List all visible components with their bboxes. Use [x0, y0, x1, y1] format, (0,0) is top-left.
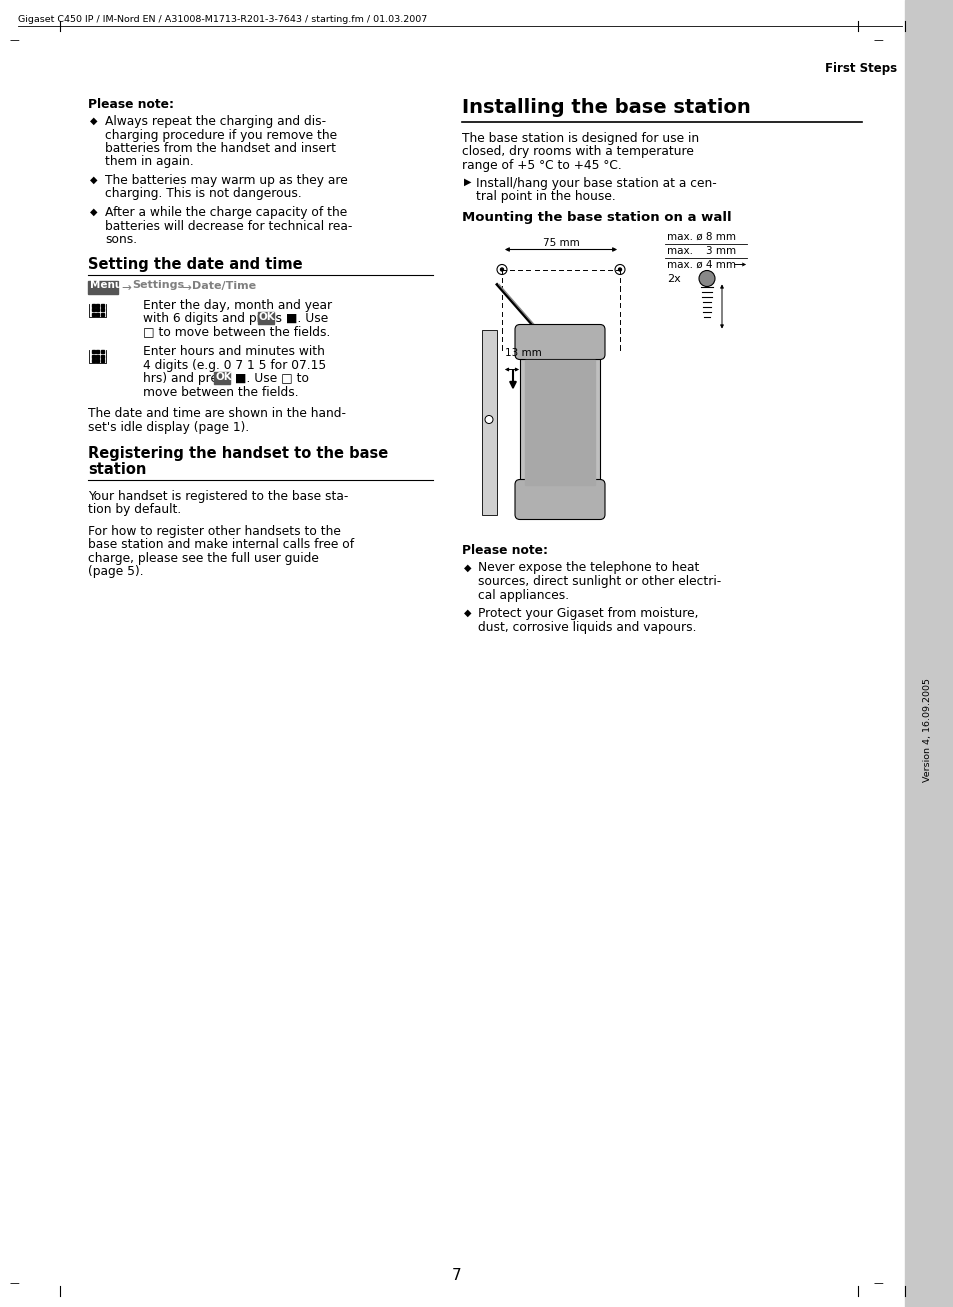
Bar	[101, 308, 104, 311]
Text: Version 4, 16.09.2005: Version 4, 16.09.2005	[923, 678, 931, 782]
Bar	[96, 303, 99, 307]
Text: ◆: ◆	[90, 207, 97, 217]
Text: □ to move between the fields.: □ to move between the fields.	[143, 325, 330, 339]
Text: Enter hours and minutes with: Enter hours and minutes with	[143, 345, 325, 358]
Text: dust, corrosive liquids and vapours.: dust, corrosive liquids and vapours.	[477, 621, 696, 634]
FancyBboxPatch shape	[515, 480, 604, 519]
Text: Never expose the telephone to heat: Never expose the telephone to heat	[477, 562, 699, 575]
Bar	[101, 303, 104, 307]
Bar	[91, 354, 95, 358]
Text: Setting the date and time: Setting the date and time	[88, 257, 302, 272]
Text: tion by default.: tion by default.	[88, 503, 181, 516]
Text: max. ø 4 mm: max. ø 4 mm	[666, 260, 735, 269]
Circle shape	[699, 271, 714, 286]
Bar	[519, 349, 599, 515]
Text: ◆: ◆	[90, 116, 97, 125]
Text: First Steps: First Steps	[824, 61, 896, 74]
Text: ◆: ◆	[90, 175, 97, 186]
Text: →: →	[181, 281, 191, 294]
Bar	[481, 329, 497, 515]
Text: Registering the handset to the base: Registering the handset to the base	[88, 446, 388, 461]
Text: —: —	[873, 1278, 882, 1287]
Text: The date and time are shown in the hand-: The date and time are shown in the hand-	[88, 406, 346, 420]
Circle shape	[618, 268, 620, 271]
Text: Date/Time: Date/Time	[192, 281, 255, 290]
Text: Please note:: Please note:	[461, 545, 547, 558]
Bar	[96, 354, 99, 358]
Text: OK: OK	[258, 312, 275, 322]
Text: OK: OK	[215, 372, 232, 382]
Text: Menu: Menu	[90, 281, 122, 290]
Bar	[91, 350, 95, 353]
Circle shape	[484, 416, 493, 423]
Text: Please note:: Please note:	[88, 98, 173, 111]
Text: The batteries may warm up as they are: The batteries may warm up as they are	[105, 174, 348, 187]
Text: Your handset is registered to the base sta-: Your handset is registered to the base s…	[88, 490, 348, 503]
Text: Protect your Gigaset from moisture,: Protect your Gigaset from moisture,	[477, 606, 698, 620]
Bar	[524, 359, 595, 485]
Text: base station and make internal calls free of: base station and make internal calls fre…	[88, 538, 354, 552]
Bar	[101, 359, 104, 362]
Text: For how to register other handsets to the: For how to register other handsets to th…	[88, 525, 340, 538]
Text: charging procedure if you remove the: charging procedure if you remove the	[105, 128, 336, 141]
Text: (page 5).: (page 5).	[88, 566, 144, 579]
Bar	[101, 312, 104, 315]
FancyBboxPatch shape	[515, 324, 604, 359]
Text: Settings: Settings	[132, 281, 184, 290]
Text: batteries from the handset and insert: batteries from the handset and insert	[105, 142, 335, 156]
Text: Always repeat the charging and dis-: Always repeat the charging and dis-	[105, 115, 326, 128]
Text: charging. This is not dangerous.: charging. This is not dangerous.	[105, 187, 301, 200]
Text: move between the fields.: move between the fields.	[143, 386, 298, 399]
Bar	[96, 359, 99, 362]
Text: Gigaset C450 IP / IM-Nord EN / A31008-M1713-R201-3-7643 / starting.fm / 01.03.20: Gigaset C450 IP / IM-Nord EN / A31008-M1…	[18, 14, 427, 24]
Bar	[91, 359, 95, 362]
Text: Installing the base station: Installing the base station	[461, 98, 750, 118]
Text: →: →	[121, 281, 131, 294]
Text: 13 mm: 13 mm	[504, 348, 541, 358]
Bar	[904, 0, 953, 1307]
Bar	[214, 372, 230, 384]
Bar	[101, 354, 104, 358]
Text: 2x: 2x	[666, 273, 680, 284]
Text: The base station is designed for use in: The base station is designed for use in	[461, 132, 699, 145]
Text: Mounting the base station on a wall: Mounting the base station on a wall	[461, 212, 731, 225]
Text: 75 mm: 75 mm	[542, 238, 578, 247]
Text: charge, please see the full user guide: charge, please see the full user guide	[88, 552, 318, 565]
Bar	[101, 350, 104, 353]
Bar	[91, 308, 95, 311]
Text: 4 digits (e.g. 0 7 1 5 for 07.15: 4 digits (e.g. 0 7 1 5 for 07.15	[143, 358, 326, 371]
Bar	[257, 312, 274, 324]
Text: After a while the charge capacity of the: After a while the charge capacity of the	[105, 207, 347, 220]
Text: hrs) and press ■. Use □ to: hrs) and press ■. Use □ to	[143, 372, 309, 386]
Bar	[91, 303, 95, 307]
Text: sons.: sons.	[105, 233, 137, 246]
Text: —: —	[10, 1278, 20, 1287]
Text: ▶: ▶	[463, 176, 471, 187]
Text: Enter the day, month and year: Enter the day, month and year	[143, 298, 332, 311]
Text: them in again.: them in again.	[105, 156, 193, 169]
Text: max. ø 8 mm: max. ø 8 mm	[666, 231, 735, 242]
Text: tral point in the house.: tral point in the house.	[476, 190, 615, 203]
Circle shape	[500, 268, 503, 271]
Text: —: —	[873, 35, 882, 44]
Text: —: —	[10, 35, 20, 44]
Text: with 6 digits and press ■. Use: with 6 digits and press ■. Use	[143, 312, 328, 325]
Text: cal appliances.: cal appliances.	[477, 588, 569, 601]
Bar	[88, 281, 118, 294]
Text: max.    3 mm: max. 3 mm	[666, 246, 736, 255]
Text: Install/hang your base station at a cen-: Install/hang your base station at a cen-	[476, 176, 716, 190]
Bar	[91, 312, 95, 315]
Text: range of +5 °C to +45 °C.: range of +5 °C to +45 °C.	[461, 159, 621, 173]
Text: 7: 7	[452, 1268, 461, 1283]
Text: ◆: ◆	[463, 562, 471, 572]
Bar	[96, 312, 99, 315]
Text: closed, dry rooms with a temperature: closed, dry rooms with a temperature	[461, 145, 693, 158]
Text: station: station	[88, 461, 146, 477]
Bar	[96, 350, 99, 353]
Text: sources, direct sunlight or other electri-: sources, direct sunlight or other electr…	[477, 575, 720, 588]
Text: set's idle display (page 1).: set's idle display (page 1).	[88, 421, 249, 434]
Text: ◆: ◆	[463, 608, 471, 618]
Text: batteries will decrease for technical rea-: batteries will decrease for technical re…	[105, 220, 352, 233]
Bar	[96, 308, 99, 311]
